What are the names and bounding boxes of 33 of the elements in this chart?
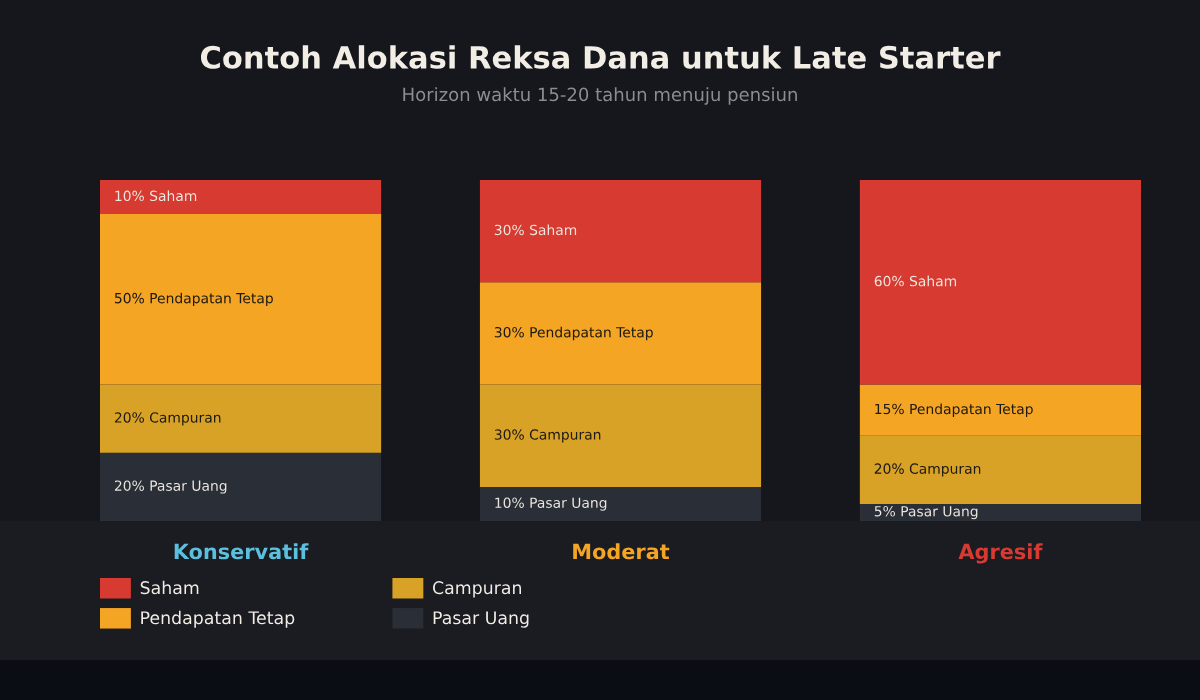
bar — [859, 503, 1141, 521]
x-tick-label: Konservatif — [174, 543, 309, 560]
data-label: 20% Campuran — [874, 463, 981, 477]
bar — [859, 384, 1141, 436]
data-label: 15% Pendapatan Tetap — [875, 403, 1033, 417]
bar — [100, 214, 382, 385]
x-tick-label: Agresif — [958, 543, 1043, 564]
bar — [479, 282, 762, 385]
data-label: 20% Pasar Uang — [114, 480, 227, 494]
data-label: 10% Pasar Uang — [495, 497, 607, 511]
legend-label: Saham — [140, 580, 199, 595]
data-label: 30% Saham — [494, 224, 577, 236]
bar — [859, 435, 1141, 504]
x-tick-label: Moderat — [573, 543, 670, 560]
chart-subtitle: Horizon waktu 15-20 tahun menuju pensiun — [403, 87, 797, 105]
bar — [479, 180, 762, 283]
bar — [100, 384, 382, 453]
data-label: 20% Campuran — [114, 412, 221, 426]
data-label: 50% Pendapatan Tetap — [114, 292, 273, 307]
chart-title: Contoh Alokasi Reksa Dana untuk Late Starter — [200, 45, 1001, 69]
legend-label: Campuran — [432, 581, 521, 598]
data-label: 60% Saham — [874, 275, 957, 287]
data-label: 30% Pendapatan Tetap — [494, 326, 653, 341]
legend-label: Pendapatan Tetap — [141, 610, 295, 628]
data-label: 5% Pasar Uang — [874, 506, 978, 520]
bar — [100, 180, 382, 215]
bar — [479, 384, 762, 487]
data-label: 10% Saham — [115, 190, 197, 202]
bar — [479, 486, 762, 521]
bar — [100, 452, 382, 521]
bar — [859, 180, 1141, 385]
legend-label: Pasar Uang — [433, 611, 529, 628]
data-label: 30% Campuran — [494, 429, 601, 443]
